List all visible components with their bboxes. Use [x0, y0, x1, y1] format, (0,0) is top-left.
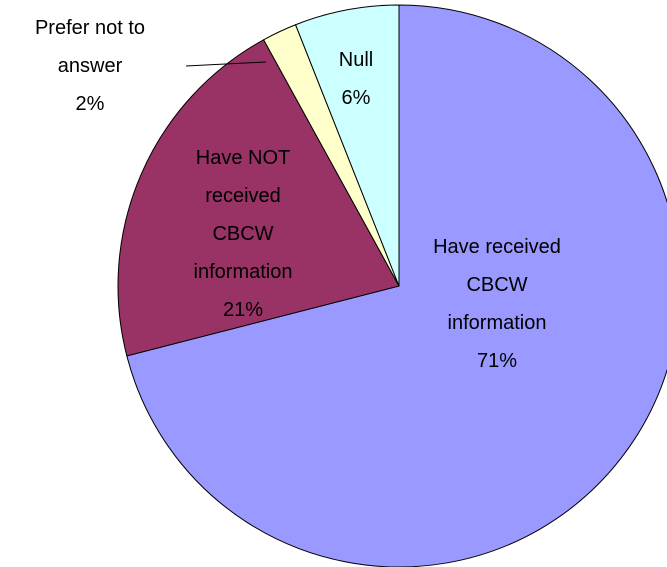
- value-label: 21%: [222, 299, 264, 321]
- category-label: Null: [338, 49, 374, 71]
- value-label: 2%: [75, 93, 105, 115]
- slice-label: Have NOT received CBCW information 21%: [173, 139, 313, 329]
- slice-label: Null 6%: [286, 41, 426, 117]
- slice-label: Prefer not to answer 2%: [20, 9, 160, 123]
- category-label: Have received CBCW information: [433, 236, 561, 334]
- leader-line: [185, 61, 267, 67]
- category-label: Have NOT received CBCW information: [193, 147, 293, 283]
- value-label: 71%: [476, 350, 518, 372]
- category-label: Prefer not to answer: [34, 17, 146, 77]
- slice-label: Have received CBCW information 71%: [427, 228, 567, 380]
- value-label: 6%: [341, 87, 371, 109]
- pie-slice: [126, 4, 667, 567]
- pie-slice: [294, 4, 400, 287]
